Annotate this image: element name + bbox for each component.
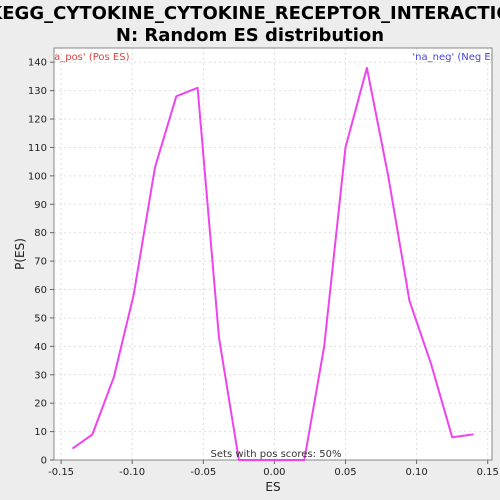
legend-neg: 'na_neg' (Neg ES)	[412, 52, 500, 63]
chart-title-line-2: N: Random ES distribution	[116, 25, 384, 46]
y-tick-label: 130	[28, 86, 47, 97]
y-tick-label: 40	[34, 342, 47, 353]
y-tick-label: 30	[34, 370, 47, 381]
plot-background	[54, 48, 492, 460]
y-tick-label: 80	[34, 228, 47, 239]
y-tick-label: 110	[28, 143, 47, 154]
y-tick-label: 70	[34, 257, 47, 268]
y-tick-label: 60	[34, 285, 47, 296]
y-tick-label: 50	[34, 313, 47, 324]
x-tick-label: -0.05	[190, 467, 216, 478]
x-axis-label: ES	[265, 480, 280, 494]
y-tick-label: 10	[34, 427, 47, 438]
y-axis-label: P(ES)	[13, 238, 27, 270]
chart-title-line-1: KEGG_CYTOKINE_CYTOKINE_RECEPTOR_INTERACT…	[0, 3, 500, 24]
pos-score-annotation: Sets with pos scores: 50%	[211, 449, 342, 460]
x-tick-label: 0.10	[405, 467, 427, 478]
x-tick-label: 0.00	[263, 467, 285, 478]
series-line	[71, 66, 474, 461]
x-tick-label: -0.10	[119, 467, 145, 478]
y-tick-label: 100	[28, 171, 47, 182]
y-tick-label: 90	[34, 200, 47, 211]
y-tick-label: 140	[28, 58, 47, 69]
x-tick-label: -0.15	[48, 467, 74, 478]
x-tick-label: 0.05	[334, 467, 356, 478]
x-tick-label: 0.15	[477, 467, 499, 478]
y-tick-label: 120	[28, 115, 47, 126]
y-tick-label: 0	[41, 456, 47, 467]
legend-pos: 'na_pos' (Pos ES)	[45, 52, 130, 63]
y-tick-label: 20	[34, 399, 47, 410]
plot-area: 0 10 20 30 40 50 60 70 80 90 100 110 120 130 140 -0.15 -…	[28, 47, 500, 478]
